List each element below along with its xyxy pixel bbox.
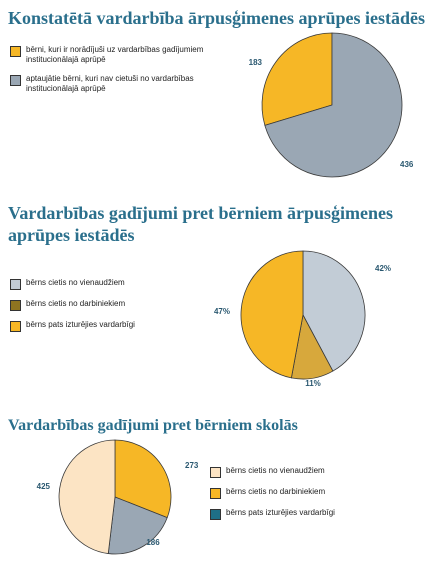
chart-3-legend: bērns cietis no vienaudžiem bērns cietis… xyxy=(210,466,410,529)
chart-1-title: Konstatētā vardarbība ārpusģimenes aprūp… xyxy=(8,8,426,28)
chart-3-legend-label-1: bērns cietis no vienaudžiem xyxy=(226,466,325,475)
chart-3-legend-item-1: bērns cietis no vienaudžiem xyxy=(210,466,410,478)
chart-2-legend-label-1: bērns cietis no vienaudžiem xyxy=(26,278,125,287)
chart-3-slice-2 xyxy=(107,496,168,555)
chart-1-legend: bērni, kuri ir norādījuši uz vardarbības… xyxy=(10,45,210,103)
chart-1-section: Konstatētā vardarbība ārpusģimenes aprūp… xyxy=(0,0,435,190)
chart-3-pie: 273 186 425 xyxy=(37,439,199,555)
chart-2-legend-item-3: bērns pats izturējies vardarbīgi xyxy=(10,320,190,332)
chart-3-slice-1 xyxy=(114,439,172,519)
chart-3-legend-label-3: bērns pats izturējies vardarbīgi xyxy=(226,508,335,517)
chart-1-slice-1 xyxy=(261,32,333,126)
chart-2-legend-item-2: bērns cietis no darbiniekiem xyxy=(10,299,190,311)
chart-2-legend-swatch-3 xyxy=(10,321,21,332)
chart-3-section: Vardarbības gadījumi pret bērniem skolās… xyxy=(0,400,435,561)
chart-3-legend-label-2: bērns cietis no darbiniekiem xyxy=(226,487,326,496)
chart-1-legend-item-1: bērni, kuri ir norādījuši uz vardarbības… xyxy=(10,45,210,65)
chart-1-data-label-1: 183 xyxy=(249,58,263,67)
chart-2-legend: bērns cietis no vienaudžiem bērns cietis… xyxy=(10,278,190,341)
chart-2-title: Vardarbības gadījumi pret bērniem ārpusģ… xyxy=(8,203,394,245)
chart-1-data-label-2: 436 xyxy=(400,160,414,169)
chart-3-legend-item-3: bērns pats izturējies vardarbīgi xyxy=(210,508,410,520)
chart-1-legend-label-1: bērni, kuri ir norādījuši uz vardarbības… xyxy=(26,45,204,64)
chart-2-slice-3 xyxy=(240,250,304,379)
chart-1-legend-label-2: aptaujātie bērni, kuri nav cietuši no va… xyxy=(26,74,194,93)
chart-1-legend-swatch-1 xyxy=(10,46,21,57)
chart-2-legend-swatch-1 xyxy=(10,279,21,290)
chart-1-legend-item-2: aptaujātie bērni, kuri nav cietuši no va… xyxy=(10,74,210,94)
chart-3-legend-item-2: bērns cietis no darbiniekiem xyxy=(210,487,410,499)
chart-2-slice-1 xyxy=(302,250,366,372)
chart-3-legend-swatch-1 xyxy=(210,467,221,478)
chart-3-legend-swatch-3 xyxy=(210,509,221,520)
chart-3-data-label-2: 186 xyxy=(146,538,160,547)
chart-2-legend-label-3: bērns pats izturējies vardarbīgi xyxy=(26,320,135,329)
chart-2-section: Vardarbības gadījumi pret bērniem ārpusģ… xyxy=(0,190,435,400)
chart-2-data-label-3: 47% xyxy=(214,307,230,316)
chart-2-legend-swatch-2 xyxy=(10,300,21,311)
chart-2-data-label-1: 42% xyxy=(375,264,391,273)
chart-2-pie: 42% 11% 47% xyxy=(214,250,391,388)
chart-3-data-label-1: 273 xyxy=(185,461,199,470)
chart-3-slice-3 xyxy=(58,439,116,555)
chart-3-data-label-3: 425 xyxy=(37,482,51,491)
chart-3-legend-swatch-2 xyxy=(210,488,221,499)
chart-1-slice-2 xyxy=(264,32,403,178)
chart-3-title: Vardarbības gadījumi pret bērniem skolās xyxy=(8,417,298,434)
chart-2-legend-item-1: bērns cietis no vienaudžiem xyxy=(10,278,190,290)
chart-1-pie: 183 436 xyxy=(249,32,414,178)
chart-1-legend-swatch-2 xyxy=(10,75,21,86)
chart-2-legend-label-2: bērns cietis no darbiniekiem xyxy=(26,299,126,308)
chart-2-data-label-2: 11% xyxy=(305,379,321,388)
